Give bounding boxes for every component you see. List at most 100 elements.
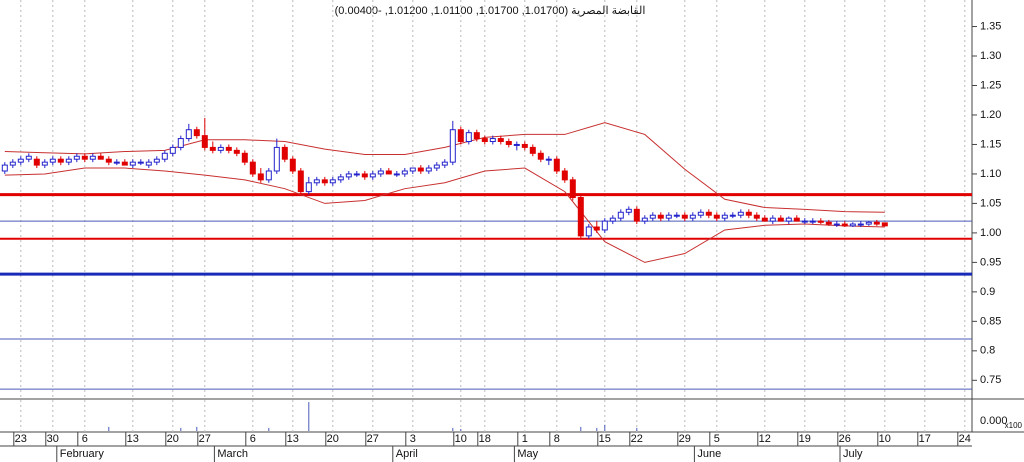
x-tick-label: 18 (479, 433, 491, 445)
candle-body (529, 146, 536, 154)
candle-body (81, 155, 88, 160)
candle-body (137, 161, 144, 164)
candle-body (641, 217, 648, 222)
candle-body (817, 220, 824, 223)
y-tick-label: 0.85 (980, 315, 1001, 327)
x-tick-label: 27 (199, 433, 211, 445)
candle-body (561, 170, 568, 181)
candle-body (689, 214, 696, 219)
candle-body (329, 179, 336, 184)
candle-body (217, 146, 224, 151)
candle-body (353, 173, 360, 176)
y-tick-label: 1.00 (980, 227, 1001, 239)
candle-body (145, 161, 152, 166)
y-tick-label: 1.10 (980, 168, 1001, 180)
candle-body (473, 132, 480, 140)
y-tick-label: 0.9 (980, 286, 995, 298)
x-tick-label: 6 (82, 433, 88, 445)
x-tick-label: 15 (599, 433, 611, 445)
candle-body (729, 214, 736, 217)
x-tick-label: 12 (759, 433, 771, 445)
candle-body (785, 217, 792, 222)
candle-body (769, 217, 776, 222)
candle-body (289, 158, 296, 172)
candle-body (177, 138, 184, 148)
candle-body (513, 143, 520, 146)
candle-body (41, 161, 48, 166)
x-tick-label: 8 (554, 433, 560, 445)
band-line (4, 122, 885, 213)
candle-body (305, 182, 312, 193)
candle-body (201, 135, 208, 148)
candle-body (617, 211, 624, 219)
candle-body (713, 214, 720, 219)
candle-body (833, 223, 840, 226)
y-tick-label: 1.20 (980, 109, 1001, 121)
x-tick-label: 23 (15, 433, 27, 445)
candle-body (377, 170, 384, 175)
month-label: June (697, 448, 721, 460)
candle-body (97, 155, 104, 160)
candle-body (481, 138, 488, 143)
candle-body (793, 217, 800, 222)
candle-body (161, 152, 168, 160)
candle-body (553, 158, 560, 172)
x-tick-label: 13 (287, 433, 299, 445)
candle-body (9, 161, 16, 166)
candle-body (169, 146, 176, 154)
candle-body (113, 161, 120, 164)
month-label: July (843, 448, 863, 460)
candle-body (345, 173, 352, 178)
candle-body (297, 170, 304, 193)
candle-body (153, 158, 160, 163)
candle-body (721, 214, 728, 219)
candle-body (873, 221, 880, 225)
candle-body (841, 223, 848, 227)
x-tick-label: 24 (959, 433, 971, 445)
candle-body (361, 173, 368, 178)
candle-body (89, 155, 96, 160)
y-tick-label: 0.8 (980, 345, 995, 357)
band-line (4, 167, 885, 263)
x-tick-label: 13 (127, 433, 139, 445)
candle-body (425, 167, 432, 172)
candle-body (585, 226, 592, 237)
month-label: March (217, 448, 248, 460)
candle-body (801, 220, 808, 223)
candle-body (321, 179, 328, 184)
candle-body (233, 149, 240, 154)
candle-body (657, 214, 664, 219)
x-tick-label: 10 (879, 433, 891, 445)
candle-body (601, 220, 608, 231)
candle-body (313, 179, 320, 184)
candle-body (33, 158, 40, 166)
y-tick-label: 1.30 (980, 50, 1001, 62)
candle-body (705, 211, 712, 216)
candle-body (401, 170, 408, 175)
candle-body (65, 158, 72, 163)
x-tick-label: 6 (250, 433, 256, 445)
candle-body (265, 170, 272, 181)
candle-body (1, 164, 8, 172)
candle-body (577, 197, 584, 237)
candle-body (489, 138, 496, 143)
candle-body (753, 214, 760, 219)
month-label: February (60, 448, 105, 460)
y-tick-label: 1.35 (980, 20, 1001, 32)
candle-body (449, 129, 456, 163)
x-tick-label: 30 (47, 433, 59, 445)
candle-body (393, 173, 400, 176)
candle-body (49, 158, 56, 163)
x-tick-label: 27 (367, 433, 379, 445)
candle-body (57, 158, 64, 163)
candle-body (241, 152, 248, 163)
x-tick-label: 1 (522, 433, 528, 445)
candle-body (609, 217, 616, 222)
candle-body (409, 167, 416, 172)
candle-body (857, 223, 864, 226)
y-tick-label: 1.15 (980, 138, 1001, 150)
x-tick-label: 19 (799, 433, 811, 445)
candle-body (825, 221, 832, 225)
